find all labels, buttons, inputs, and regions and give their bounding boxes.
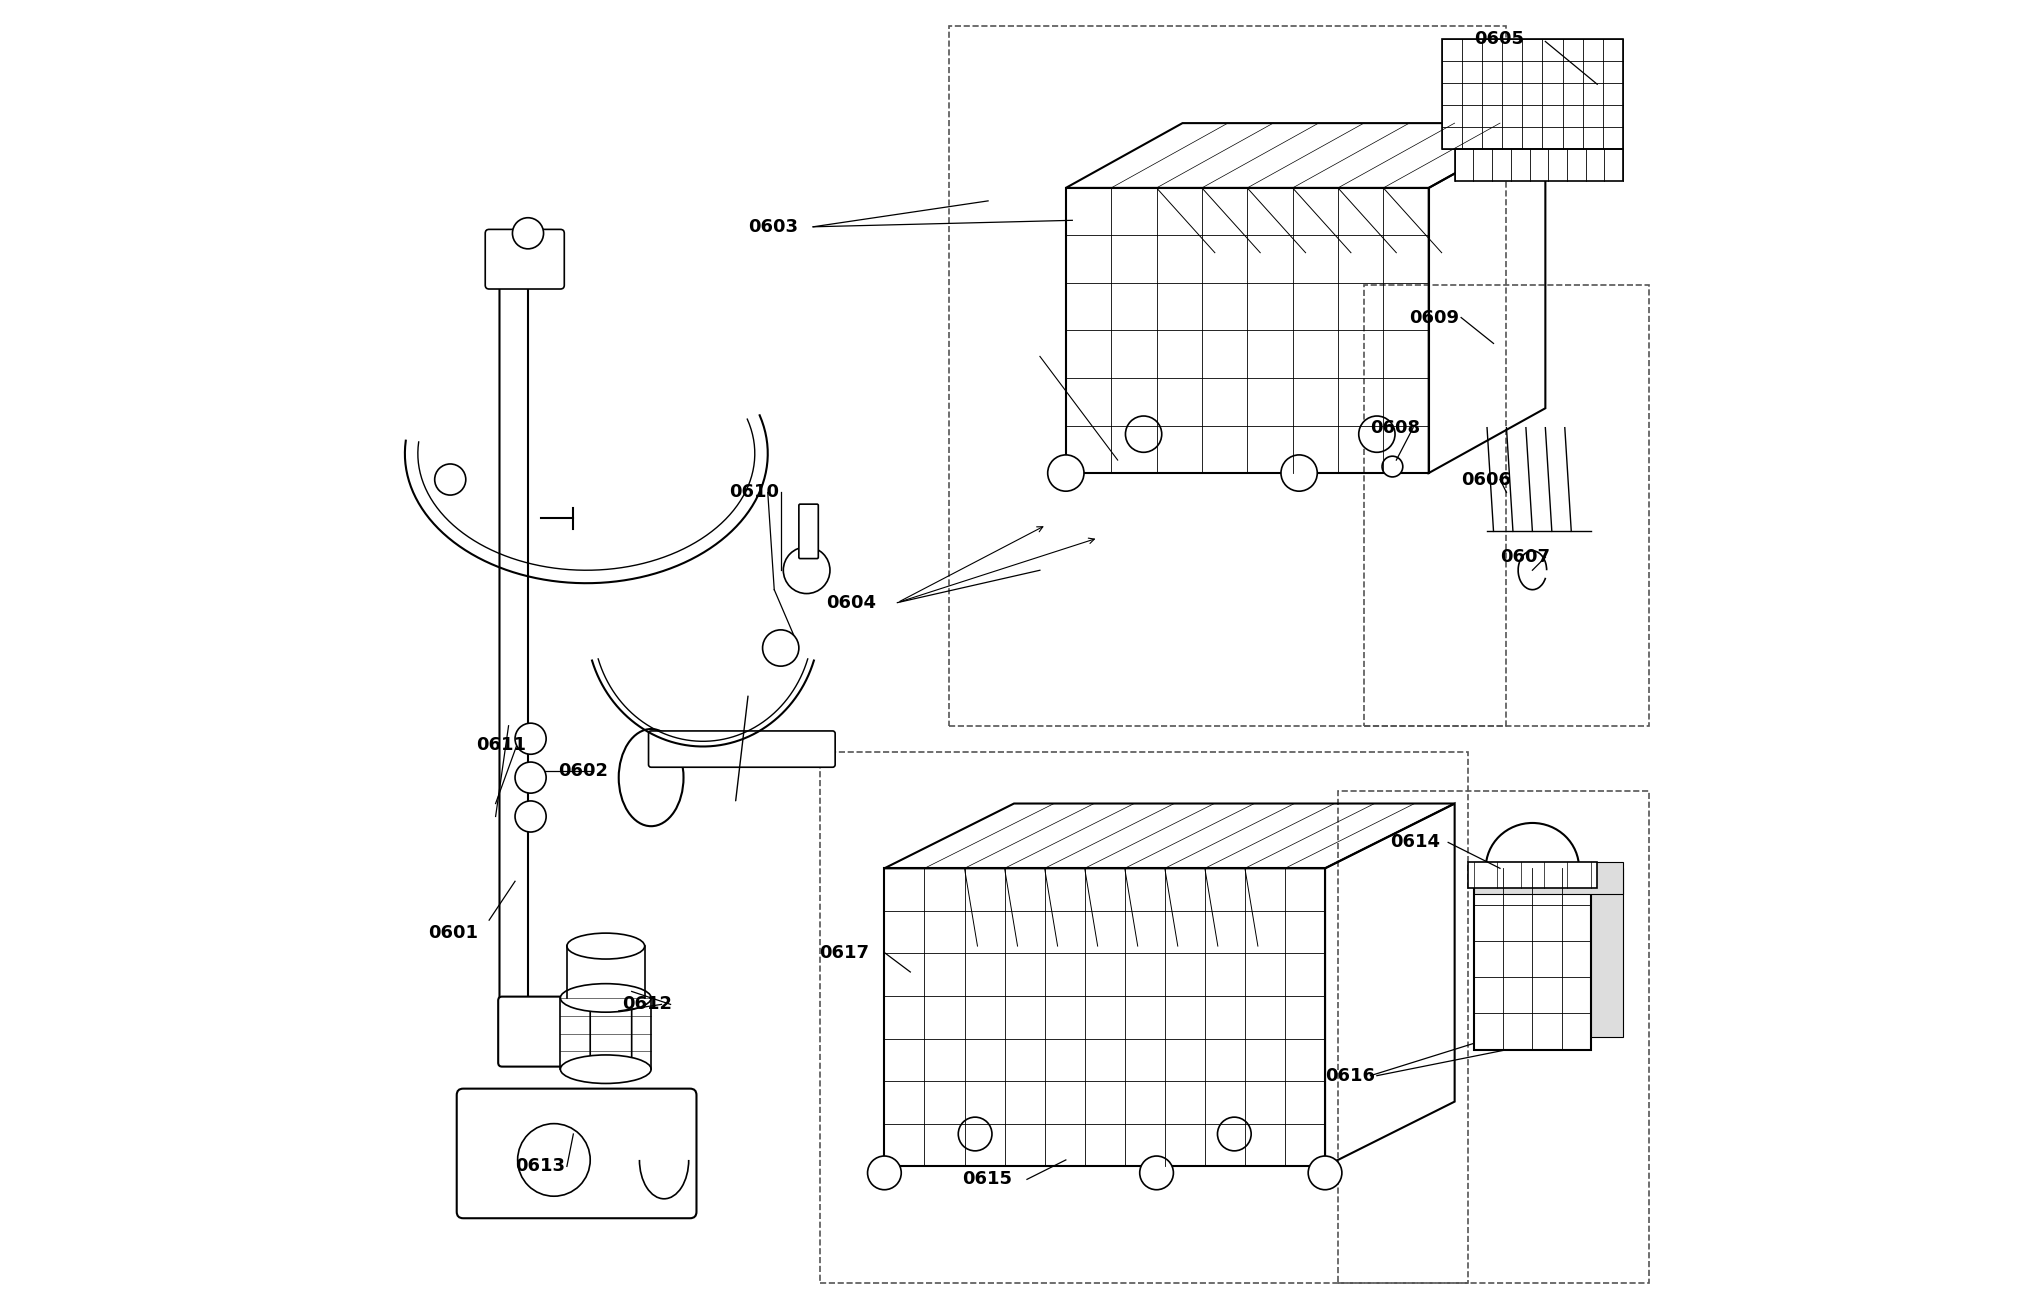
Circle shape bbox=[1359, 416, 1395, 452]
Text: 0609: 0609 bbox=[1409, 308, 1460, 327]
Circle shape bbox=[517, 1124, 590, 1196]
Circle shape bbox=[763, 630, 799, 666]
FancyBboxPatch shape bbox=[499, 257, 527, 1013]
Circle shape bbox=[1048, 455, 1085, 491]
Text: 0610: 0610 bbox=[728, 483, 779, 502]
Text: 0605: 0605 bbox=[1474, 30, 1525, 48]
Text: 0616: 0616 bbox=[1324, 1067, 1375, 1085]
Text: 0611: 0611 bbox=[477, 736, 525, 754]
FancyBboxPatch shape bbox=[799, 504, 819, 559]
Circle shape bbox=[959, 1117, 992, 1151]
Circle shape bbox=[1282, 455, 1318, 491]
Text: 0612: 0612 bbox=[623, 995, 673, 1013]
Text: 0603: 0603 bbox=[748, 218, 799, 236]
Ellipse shape bbox=[619, 728, 683, 827]
FancyBboxPatch shape bbox=[1474, 862, 1622, 894]
Text: 0604: 0604 bbox=[825, 594, 876, 612]
Circle shape bbox=[513, 218, 544, 249]
Text: 0607: 0607 bbox=[1501, 548, 1549, 566]
Circle shape bbox=[515, 801, 546, 832]
Circle shape bbox=[1381, 456, 1403, 477]
Circle shape bbox=[1126, 416, 1162, 452]
Bar bbox=[1365, 285, 1649, 726]
Circle shape bbox=[1140, 1156, 1174, 1190]
FancyBboxPatch shape bbox=[590, 995, 631, 1072]
Ellipse shape bbox=[568, 986, 645, 1010]
FancyBboxPatch shape bbox=[1442, 39, 1622, 149]
Bar bbox=[1338, 791, 1649, 1283]
Circle shape bbox=[1308, 1156, 1343, 1190]
Circle shape bbox=[434, 464, 466, 495]
Text: 0606: 0606 bbox=[1460, 470, 1511, 489]
Text: 0613: 0613 bbox=[515, 1157, 566, 1175]
Circle shape bbox=[868, 1156, 900, 1190]
Ellipse shape bbox=[560, 1055, 651, 1083]
FancyBboxPatch shape bbox=[649, 731, 836, 767]
Ellipse shape bbox=[560, 984, 651, 1012]
FancyBboxPatch shape bbox=[1454, 149, 1622, 181]
Bar bbox=[819, 752, 1468, 1283]
Circle shape bbox=[515, 723, 546, 754]
Text: 0608: 0608 bbox=[1371, 419, 1420, 437]
Text: 0614: 0614 bbox=[1389, 833, 1440, 851]
FancyBboxPatch shape bbox=[456, 1089, 696, 1218]
FancyBboxPatch shape bbox=[485, 229, 564, 289]
Bar bbox=[949, 26, 1507, 726]
Text: 0617: 0617 bbox=[819, 943, 870, 962]
Text: 0615: 0615 bbox=[961, 1170, 1012, 1188]
FancyBboxPatch shape bbox=[1468, 862, 1598, 888]
FancyBboxPatch shape bbox=[1474, 868, 1590, 1050]
Ellipse shape bbox=[568, 933, 645, 959]
Circle shape bbox=[783, 547, 829, 594]
FancyBboxPatch shape bbox=[499, 997, 610, 1067]
FancyBboxPatch shape bbox=[1590, 868, 1622, 1037]
Text: 0602: 0602 bbox=[558, 762, 608, 780]
Circle shape bbox=[1217, 1117, 1251, 1151]
Circle shape bbox=[515, 762, 546, 793]
Text: 0601: 0601 bbox=[428, 924, 479, 942]
